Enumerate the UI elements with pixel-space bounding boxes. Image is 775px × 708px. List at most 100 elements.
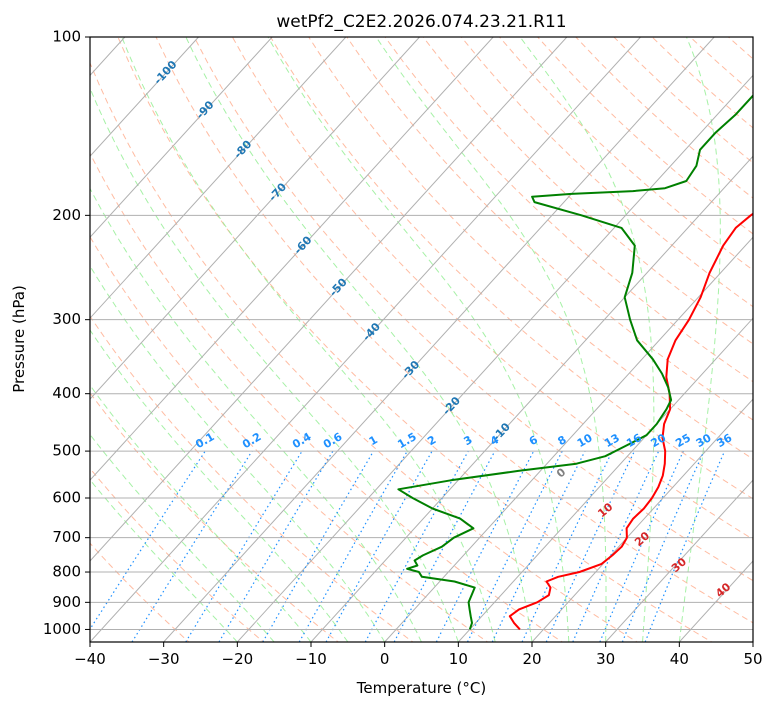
moist-adiabat	[90, 384, 312, 642]
mixing-ratio-label: 1.5	[395, 430, 418, 451]
y-tick-label: 500	[52, 442, 81, 460]
pressure-gridlines	[90, 37, 753, 630]
moist-adiabat	[267, 37, 570, 642]
dry-adiabat	[651, 37, 753, 129]
mixing-ratio-label: 20	[649, 431, 669, 450]
x-tick-label: 50	[743, 650, 762, 668]
mixing-ratio-label: 0.2	[240, 430, 263, 451]
chart-title: wetPf2_C2E2.2026.074.23.21.R11	[276, 12, 566, 32]
moist-adiabat	[90, 265, 386, 642]
dewpoint-line	[397, 94, 753, 630]
isotherm	[163, 37, 715, 642]
y-tick-label: 400	[52, 384, 81, 402]
mixing-ratio-line	[491, 450, 586, 642]
mixing-ratio-line	[521, 450, 613, 642]
mixing-ratio-line	[572, 450, 660, 642]
mixing-ratio-label: 8	[555, 433, 568, 448]
dry-adiabat	[537, 37, 753, 235]
wetbulb-label: 0	[554, 465, 568, 480]
mixing-ratio-label: 16	[624, 431, 644, 450]
y-tick-label: 800	[52, 563, 81, 581]
x-tick-label: −40	[74, 650, 106, 668]
y-tick-label: 1000	[43, 620, 81, 638]
isotherm	[90, 37, 641, 642]
wetbulb-label: 20	[632, 529, 652, 549]
isotherm	[678, 560, 753, 642]
isotherm	[752, 641, 753, 642]
isotherm	[90, 37, 347, 319]
mixing-ratio-label: 3	[461, 433, 474, 448]
profile-series	[397, 94, 753, 631]
moist-adiabat	[678, 37, 721, 642]
mixing-ratio-line	[545, 450, 635, 642]
y-tick-label: 700	[52, 528, 81, 546]
isotherm	[605, 479, 753, 642]
moist-adiabat	[90, 433, 275, 642]
dry-adiabat	[422, 37, 753, 345]
moist-adiabat	[90, 86, 459, 642]
dry-adiabat	[90, 315, 414, 642]
x-tick-label: 0	[380, 650, 390, 668]
y-axis-label: Pressure (hPa)	[10, 285, 28, 393]
dry-adiabat	[728, 37, 753, 60]
mixing-ratio-line	[644, 450, 726, 642]
wetbulb-label: 40	[713, 580, 733, 600]
temperature-line	[508, 212, 753, 631]
x-tick-label: 40	[670, 650, 689, 668]
isotherm	[90, 37, 273, 238]
background-lines	[90, 37, 775, 644]
dry-adiabat	[90, 61, 638, 642]
dry-adiabat	[270, 37, 753, 500]
mixing-ratio-line	[90, 450, 206, 631]
dry-adiabat	[384, 37, 753, 383]
mixing-ratio-label: 30	[694, 431, 714, 450]
x-axis-ticks: −40 −30 −20 −10 0 10 20 30 40 50	[74, 642, 763, 668]
mixing-ratio-label: 13	[602, 431, 622, 450]
moist-adiabat	[90, 187, 422, 642]
mixing-ratio-label: 36	[714, 431, 734, 450]
mixing-ratio-line	[298, 450, 408, 642]
mixing-ratio-line	[131, 450, 253, 642]
moist-adiabat	[121, 37, 496, 642]
plot-frame	[89, 36, 754, 643]
mixing-ratio-label: 10	[575, 431, 595, 450]
x-tick-label: 10	[449, 650, 468, 668]
mixing-ratio-line	[218, 450, 334, 642]
x-tick-label: 30	[596, 650, 615, 668]
y-tick-label: 600	[52, 489, 81, 507]
wetbulb-label: 10	[595, 500, 615, 520]
x-tick-label: −30	[148, 650, 180, 668]
mixing-ratio-line	[262, 450, 375, 642]
mixing-ratio-line	[185, 450, 303, 642]
y-tick-label: 300	[52, 310, 81, 328]
line-labels: -100-90-80-70-60-50-40-30-20-100.1 0.2 0.4…	[151, 58, 734, 600]
x-tick-label: 20	[522, 650, 541, 668]
mixing-ratio-label: 0.6	[321, 430, 345, 451]
mixing-ratio-line	[393, 450, 496, 642]
moist-adiabat	[90, 329, 349, 642]
y-tick-label: 100	[52, 28, 81, 46]
mixing-ratio-label: 0.4	[290, 430, 314, 451]
isotherm	[90, 37, 420, 400]
mixing-ratio-label: 2	[425, 433, 438, 448]
dry-adiabat	[767, 37, 775, 644]
isotherm	[457, 317, 753, 642]
isotherm	[531, 398, 753, 642]
moist-adiabat	[519, 37, 655, 642]
isotherm	[236, 74, 753, 642]
mixing-ratio-label: 0.1	[193, 430, 216, 451]
isotherm	[384, 236, 753, 642]
mixing-ratio-label: 1	[367, 433, 380, 448]
isotherm	[310, 155, 753, 642]
mixing-ratio-line	[364, 450, 469, 642]
moist-adiabat	[185, 37, 533, 642]
isotherm	[90, 37, 199, 158]
x-tick-label: −20	[222, 650, 254, 668]
x-axis-label: Temperature (°C)	[356, 679, 486, 697]
mixing-ratio-line	[621, 450, 705, 642]
dry-adiabat	[231, 37, 753, 540]
dry-adiabat	[90, 467, 265, 642]
dry-adiabat	[460, 37, 753, 308]
dry-adiabat	[90, 392, 340, 642]
